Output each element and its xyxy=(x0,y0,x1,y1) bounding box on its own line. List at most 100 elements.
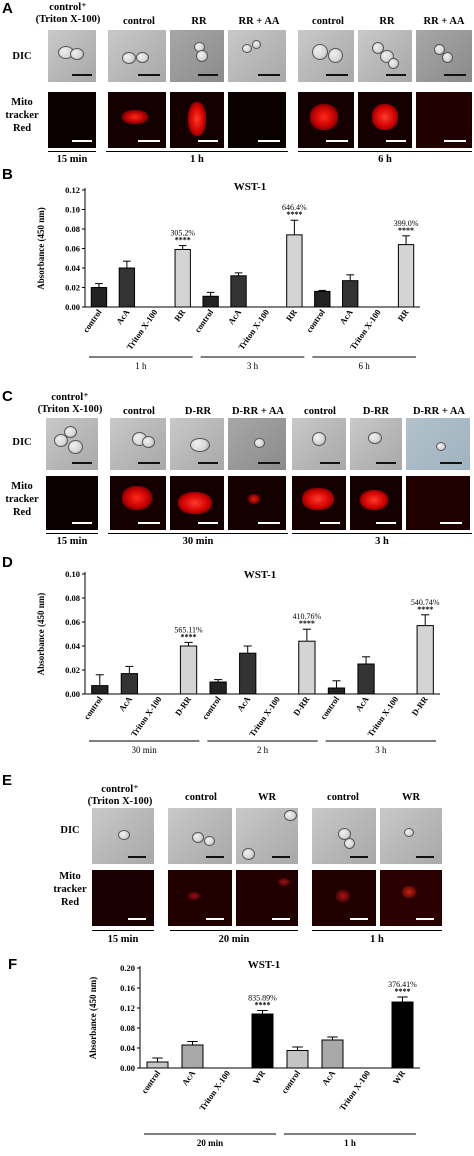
time-label: 30 min xyxy=(182,536,214,547)
y-tick-label: 0.08 xyxy=(120,1023,135,1033)
col-label-a-1: control xyxy=(123,16,155,27)
dic-image xyxy=(228,30,286,82)
bar xyxy=(146,1061,169,1069)
bar xyxy=(286,234,303,308)
y-tick-label: 0.04 xyxy=(120,1043,136,1053)
bar xyxy=(397,244,415,308)
scale-bar xyxy=(198,140,218,142)
y-axis-label: Absorbance (450 nm) xyxy=(36,207,46,290)
y-tick-label: 0.06 xyxy=(65,244,80,254)
dic-image xyxy=(110,418,166,470)
dic-image xyxy=(170,30,224,82)
x-tick-label: D-RR xyxy=(409,694,430,718)
bar xyxy=(251,1013,274,1069)
bar xyxy=(298,640,316,695)
bar xyxy=(179,645,198,695)
scale-bar xyxy=(198,522,218,524)
dic-image xyxy=(168,808,232,864)
y-tick-label: 0.10 xyxy=(65,205,80,215)
x-tick-label: D-RR xyxy=(173,694,194,718)
dic-image xyxy=(236,808,298,864)
panel-letter-b: B xyxy=(2,166,13,183)
dic-image xyxy=(292,418,346,470)
scale-bar xyxy=(258,522,280,524)
scale-bar xyxy=(350,918,368,920)
x-tick-label: Triton X-100 xyxy=(197,1068,232,1112)
panel-letter-f: F xyxy=(8,956,18,973)
time-label: 15 min xyxy=(56,154,88,165)
dic-image xyxy=(380,808,442,864)
scale-bar xyxy=(444,140,466,142)
scale-bar xyxy=(320,522,340,524)
time-bracket xyxy=(92,930,154,931)
mitotracker-image xyxy=(46,476,98,530)
x-tick-label: control xyxy=(139,1068,162,1095)
percent-label: 540.74% xyxy=(411,598,440,607)
mitotracker-image xyxy=(298,92,354,148)
mitotracker-image xyxy=(228,92,286,148)
x-tick-label: AcA xyxy=(337,307,355,327)
scale-bar xyxy=(72,462,92,464)
scale-bar xyxy=(138,74,160,76)
x-tick-label: control xyxy=(200,694,223,721)
x-tick-label: D-RR xyxy=(291,694,312,718)
scale-bar xyxy=(206,918,224,920)
panel-letter-a: A xyxy=(2,0,13,17)
group-label: 2 h xyxy=(257,745,269,755)
time-label: 1 h xyxy=(190,154,204,165)
col-label-e-4: WR xyxy=(401,792,421,803)
scale-bar xyxy=(72,74,92,76)
x-tick-label: WR xyxy=(391,1068,408,1086)
col-label-c-2: D-RR xyxy=(184,406,212,417)
bar xyxy=(327,687,346,695)
mitotracker-image xyxy=(92,870,154,926)
y-tick-label: 0.12 xyxy=(120,1003,135,1013)
row-label-c-mito: Mito tracker Red xyxy=(5,481,39,518)
percent-label: 305.2% xyxy=(170,229,195,238)
bar xyxy=(321,1039,344,1069)
dic-image xyxy=(298,30,354,82)
y-tick-label: 0.08 xyxy=(65,224,80,234)
x-tick-label: RR xyxy=(284,307,300,323)
col-label-c-3: D-RR + AA xyxy=(231,406,285,417)
scale-bar xyxy=(386,140,406,142)
scale-bar xyxy=(386,74,406,76)
scale-bar xyxy=(440,522,462,524)
time-bracket xyxy=(108,533,288,534)
x-tick-label: AcA xyxy=(226,307,244,327)
bar-chart-b: WST-1 Absorbance (450 nm) 0.00 0.02 0.04 0.06… xyxy=(36,181,420,371)
bar xyxy=(230,275,247,308)
scale-bar xyxy=(320,462,340,464)
bar xyxy=(174,248,191,308)
time-label: 3 h xyxy=(375,536,389,547)
y-tick-label: 0.04 xyxy=(65,263,81,273)
y-tick-label: 0.16 xyxy=(120,983,135,993)
scale-bar xyxy=(138,462,160,464)
bar xyxy=(342,280,359,308)
dic-image xyxy=(108,30,166,82)
y-tick-label: 0.02 xyxy=(65,665,80,675)
x-tick-label: WR xyxy=(251,1068,268,1086)
dic-image xyxy=(228,418,286,470)
mitotracker-image xyxy=(406,476,470,530)
bar xyxy=(209,681,227,695)
scale-bar xyxy=(258,140,280,142)
scale-bar xyxy=(416,856,434,858)
group-label: 20 min xyxy=(197,1138,223,1148)
col-label-a-3: RR + AA xyxy=(238,16,280,27)
y-tick-label: 0.08 xyxy=(65,593,80,603)
x-tick-label: RR xyxy=(172,307,188,323)
col-label-a-0: control⁺ (Triton X-100) xyxy=(35,2,101,25)
dic-image xyxy=(350,418,402,470)
time-label: 1 h xyxy=(370,934,384,945)
x-tick-label: RR xyxy=(395,307,411,323)
scale-bar xyxy=(444,74,466,76)
scale-bar xyxy=(258,462,280,464)
mitotracker-image xyxy=(350,476,402,530)
bar xyxy=(90,287,108,308)
scale-bar xyxy=(72,140,92,142)
significance-stars: **** xyxy=(395,987,411,996)
x-tick-label: control xyxy=(304,307,327,334)
y-tick-label: 0.02 xyxy=(65,283,80,293)
x-tick-label: control xyxy=(81,694,104,721)
